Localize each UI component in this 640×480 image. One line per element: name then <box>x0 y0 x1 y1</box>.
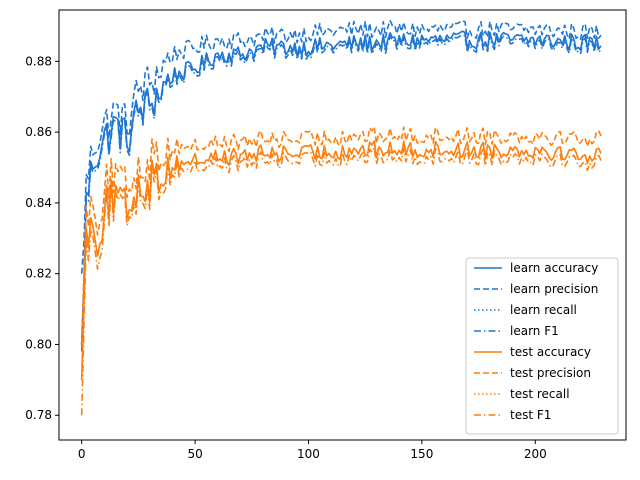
x-tick-label: 200 <box>524 447 547 461</box>
axes-frame <box>58 9 627 441</box>
legend-label-test-f1: test F1 <box>510 408 551 422</box>
legend: learn accuracy learn precision learn recal… <box>465 257 619 435</box>
legend-label-test-recall: test recall <box>510 387 570 401</box>
legend-label-test-accuracy: test accuracy <box>510 345 591 359</box>
x-tick-label: 0 <box>78 447 86 461</box>
axes: 0 50 100 150 200 0.78 0.80 0.82 0.84 0.86 0.88 <box>25 9 627 461</box>
y-tick-label: 0.88 <box>25 54 52 68</box>
legend-box <box>465 257 619 435</box>
series-line-test-recall <box>80 140 602 380</box>
series-line-learn-recall <box>80 30 602 345</box>
x-tick-label: 150 <box>410 447 433 461</box>
legend-label-learn-f1: learn F1 <box>510 324 559 338</box>
series-line-test-precision <box>80 126 602 345</box>
legend-label-learn-accuracy: learn accuracy <box>510 261 598 275</box>
legend-label-learn-precision: learn precision <box>510 282 598 296</box>
series-line-learn-precision <box>80 19 602 274</box>
y-tick-label: 0.78 <box>25 408 52 422</box>
y-tick-label: 0.86 <box>25 125 52 139</box>
plot-area <box>80 19 602 416</box>
y-tick-label: 0.84 <box>25 196 52 210</box>
y-tick-label: 0.82 <box>25 267 52 281</box>
series-line-test-f1 <box>80 147 602 416</box>
legend-label-learn-recall: learn recall <box>510 303 577 317</box>
series-lines <box>80 19 602 416</box>
x-tick-label: 100 <box>297 447 320 461</box>
y-tick-label: 0.80 <box>25 337 52 351</box>
series-line-learn-f1 <box>80 34 602 352</box>
x-tick-label: 50 <box>187 447 202 461</box>
legend-label-test-precision: test precision <box>510 366 591 380</box>
